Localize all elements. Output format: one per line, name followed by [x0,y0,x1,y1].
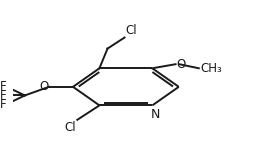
Text: CH₃: CH₃ [200,62,222,75]
Text: N: N [151,108,160,121]
Text: F: F [0,80,6,93]
Text: Cl: Cl [65,121,76,134]
Text: F: F [0,89,6,102]
Text: O: O [39,80,48,93]
Text: O: O [176,58,185,71]
Text: F: F [0,97,6,111]
Text: Cl: Cl [126,24,137,37]
